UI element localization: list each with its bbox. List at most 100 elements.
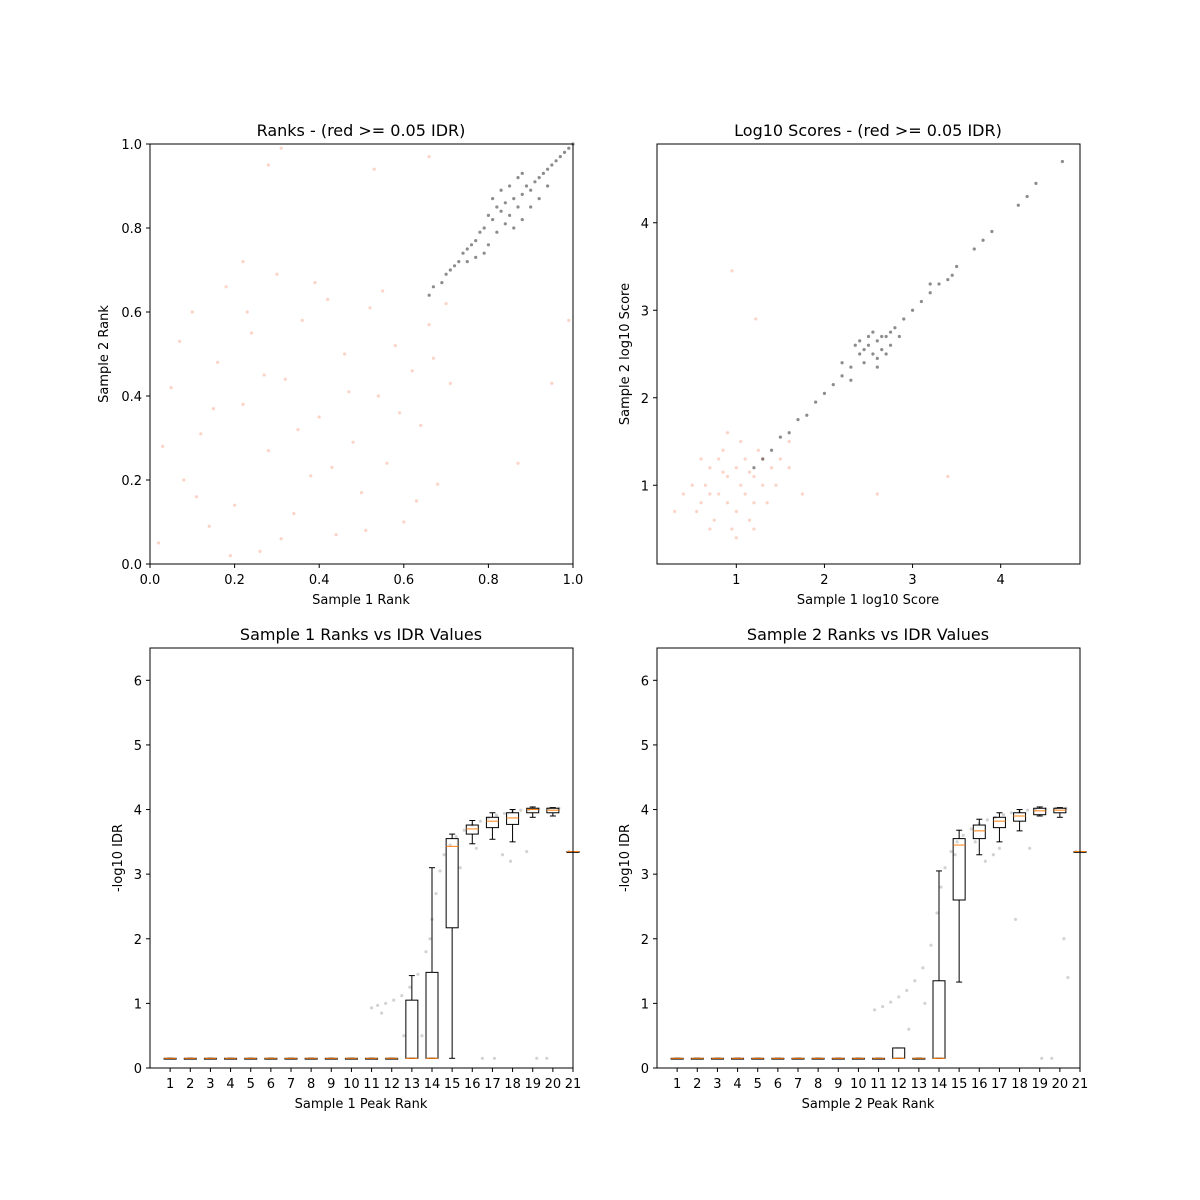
x-tick-label: 13 (404, 1077, 421, 1092)
x-tick-label: 19 (1031, 1077, 1048, 1092)
scatter-point-fail (946, 474, 950, 479)
scatter-point-fail (739, 483, 743, 487)
y-tick-label: 3 (134, 868, 142, 883)
scatter-point-pass (440, 281, 444, 285)
scatter-point-fail (414, 499, 419, 503)
box-plot (851, 1057, 865, 1060)
idr-point (502, 811, 507, 816)
box-body (932, 980, 946, 1059)
box-plot (465, 820, 479, 845)
plot-frame (656, 647, 1081, 1069)
idr-point (969, 827, 973, 831)
scatter-point-pass (928, 291, 932, 295)
scatter-point-fail (283, 377, 287, 381)
scatter-point-fail (774, 483, 778, 487)
idr-point (985, 818, 989, 822)
scatter-point-fail (279, 146, 283, 150)
x-tick-label: 0.4 (309, 573, 330, 588)
idr-point (1050, 1056, 1054, 1060)
idr-point (1062, 937, 1066, 941)
idr-point (454, 835, 458, 839)
x-axis-label: Sample 1 log10 Score (797, 593, 939, 608)
scatter-point-pass (550, 163, 554, 167)
idr-point (519, 808, 523, 812)
scatter-point-pass (778, 435, 782, 439)
scatter-point-pass (554, 159, 558, 163)
scatter-point-fail (787, 466, 791, 470)
x-tick-label: 21 (1072, 1077, 1089, 1092)
chart-title: Sample 1 Ranks vs IDR Values (240, 625, 482, 644)
scatter-point-pass (516, 205, 520, 209)
scatter-point-pass (946, 278, 950, 282)
x-tick-label: 1 (673, 1077, 681, 1092)
idr-point (392, 998, 396, 1002)
x-tick-label: 6 (774, 1077, 782, 1092)
y-axis-label: -log10 IDR (111, 824, 126, 892)
scatter-point-fail (695, 509, 699, 514)
y-tick-label: 0.0 (121, 558, 142, 573)
scatter-point-pass (546, 167, 550, 171)
scatter-point-pass (541, 171, 545, 175)
scatter-point-pass (955, 264, 959, 269)
scatter-point-fail (734, 466, 738, 470)
box-plot (445, 833, 459, 1059)
idr-point (535, 1056, 539, 1060)
scatter-point-fail (448, 381, 452, 385)
idr-point (408, 985, 412, 989)
scatter-point-fail (717, 457, 721, 461)
box-plot (831, 1057, 845, 1060)
scatter-point-pass (512, 226, 516, 230)
scatter-point-pass (516, 176, 520, 180)
x-tick-label: 1.0 (563, 573, 584, 588)
x-tick-label: 17 (991, 1077, 1008, 1092)
box-plot (365, 1057, 379, 1060)
x-tick-label: 9 (327, 1077, 335, 1092)
box-plot (506, 809, 520, 843)
idr-point (478, 819, 482, 823)
x-tick-label: 8 (307, 1077, 315, 1092)
scatter-point-pass (880, 348, 884, 352)
scatter-point-pass (875, 356, 879, 360)
scatter-point-pass (871, 352, 875, 356)
scatter-point-fail (266, 163, 271, 167)
box-plot (1013, 809, 1027, 832)
x-tick-label: 0.0 (140, 573, 161, 588)
x-tick-label: 1 (732, 573, 740, 588)
idr-point (438, 869, 442, 873)
box-plot (992, 812, 1006, 843)
scatter-point-pass (875, 365, 879, 369)
y-tick-label: 1 (641, 479, 649, 494)
scatter-point-fail (351, 440, 355, 444)
x-tick-label: 4 (733, 1077, 741, 1092)
box-body (465, 824, 479, 835)
scatter-point-pass (512, 197, 516, 201)
scatter-point-pass (520, 218, 524, 222)
scatter-point-fail (397, 411, 402, 415)
idr-point (1009, 811, 1014, 815)
scatter-point-fail (739, 439, 743, 444)
x-tick-label: 1 (166, 1077, 174, 1092)
scatter-point-pass (972, 247, 976, 251)
scatter-point-fail (347, 390, 351, 394)
scatter-point-pass (491, 218, 495, 222)
idr-point (1040, 1056, 1044, 1060)
scatter-point-pass (1025, 194, 1029, 199)
scatter-point-pass (787, 431, 791, 435)
scatter-point-fail (258, 549, 262, 554)
scatter-point-fail (765, 501, 769, 505)
scatter-point-fail (703, 483, 708, 487)
scatter-point-fail (178, 339, 182, 343)
box-plot (284, 1057, 298, 1060)
idr-point (939, 885, 943, 889)
idr-point (508, 859, 513, 863)
scatter-point-pass (444, 272, 448, 276)
x-tick-label: 20 (545, 1077, 562, 1092)
chart-title: Log10 Scores - (red >= 0.05 IDR) (734, 121, 1002, 140)
scatter-point-fail (725, 431, 730, 435)
y-tick-label: 5 (641, 739, 649, 754)
scatter-point-fail (708, 492, 712, 496)
idr-point (1026, 808, 1030, 812)
scatter-point-pass (537, 176, 541, 180)
scatter-point-pass (897, 334, 901, 339)
scatter-point-pass (1016, 203, 1020, 207)
